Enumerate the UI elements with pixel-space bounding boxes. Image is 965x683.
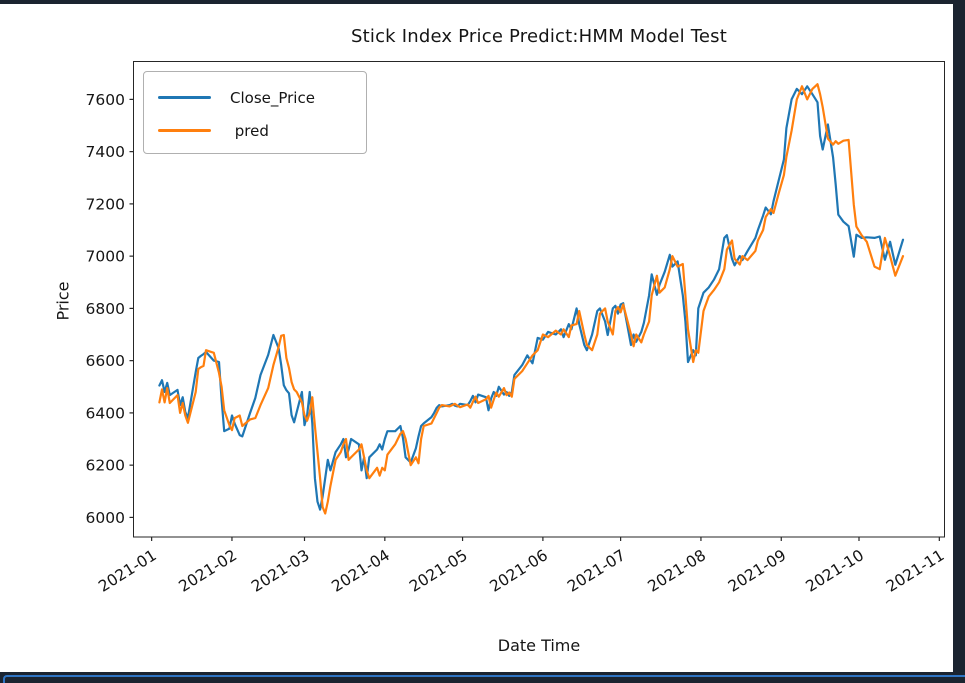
series-line-Close_Price (158, 85, 905, 511)
legend-line-swatch (158, 128, 211, 133)
legend-line-swatch (158, 95, 211, 100)
legend-label: Close_Price (230, 88, 315, 107)
axes-spines (133, 61, 945, 538)
x-tick-label: 2021-01 (95, 546, 159, 596)
y-tick-label: 7400 (86, 143, 125, 161)
series-line-pred (158, 83, 905, 515)
legend-row: pred (144, 114, 366, 147)
x-tick-label: 2021-02 (176, 546, 240, 596)
x-tick-label: 2021-05 (406, 546, 470, 596)
y-tick-label: 6000 (86, 509, 125, 527)
window-frame-top-bar (0, 0, 965, 4)
y-tick-label: 6400 (86, 404, 125, 422)
chart-title: Stick Index Price Predict:HMM Model Test (350, 26, 728, 47)
x-tick-label: 2021-06 (487, 546, 551, 596)
x-axis-label: Date Time (497, 636, 581, 655)
matplotlib-figure: 6000 6200 6400 6600 6800 7000 7200 7400 7600 2021… (0, 4, 953, 672)
x-tick-label: 2021-10 (803, 546, 867, 596)
x-tick-label: 2021-08 (645, 546, 709, 596)
plot-canvas: 6000 6200 6400 6600 6800 7000 7200 7400 7600 2021… (86, 61, 947, 596)
x-tick-label: 2021-04 (328, 546, 392, 596)
y-tick-label: 7600 (86, 91, 125, 109)
y-tick-label: 6800 (86, 300, 125, 318)
x-tick-label: 2021-03 (248, 546, 312, 596)
y-tick-label: 7200 (86, 195, 125, 213)
y-tick-label: 7000 (86, 248, 125, 266)
x-tick-label: 2021-09 (725, 546, 789, 596)
legend-row: Close_Price (144, 81, 366, 114)
y-tick-label: 6200 (86, 457, 125, 475)
x-tick-label: 2021-07 (564, 546, 628, 596)
window-frame-right-bar (953, 0, 965, 683)
window-frame-bottom-bar (0, 672, 965, 683)
legend-box: Close_Price pred (143, 71, 367, 154)
x-tick-label: 2021-11 (883, 546, 947, 596)
y-tick-label: 6600 (86, 352, 125, 370)
legend-label: pred (230, 121, 269, 140)
focused-window-edge-accent (3, 675, 965, 683)
